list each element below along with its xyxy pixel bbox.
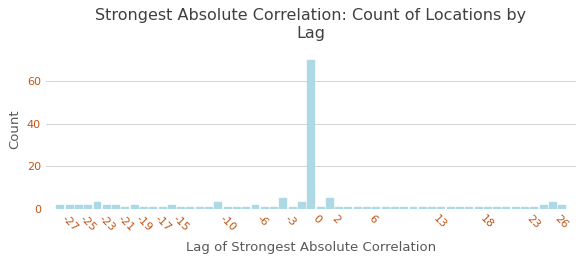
Bar xyxy=(214,203,221,209)
Bar xyxy=(75,205,82,209)
Bar xyxy=(252,205,259,209)
Bar xyxy=(307,59,314,209)
Bar xyxy=(428,207,435,209)
Bar xyxy=(196,207,203,209)
Bar xyxy=(345,207,352,209)
Bar xyxy=(447,207,454,209)
Bar xyxy=(465,207,472,209)
Bar xyxy=(512,207,519,209)
Bar xyxy=(159,207,165,209)
Bar xyxy=(419,207,426,209)
Bar xyxy=(242,207,249,209)
Bar xyxy=(400,207,407,209)
Bar xyxy=(484,207,491,209)
Bar xyxy=(270,207,277,209)
Bar xyxy=(103,205,110,209)
Bar xyxy=(437,207,444,209)
Bar xyxy=(205,207,212,209)
Bar xyxy=(373,207,380,209)
Y-axis label: Count: Count xyxy=(8,109,22,149)
Bar xyxy=(186,207,193,209)
Bar xyxy=(56,205,63,209)
Bar xyxy=(456,207,463,209)
Bar xyxy=(224,207,231,209)
Bar xyxy=(288,207,296,209)
Bar xyxy=(177,207,184,209)
Bar xyxy=(558,205,565,209)
Bar xyxy=(317,207,324,209)
Bar xyxy=(121,207,128,209)
Bar xyxy=(65,205,72,209)
Bar xyxy=(279,198,286,209)
Bar xyxy=(521,207,528,209)
Bar xyxy=(391,207,398,209)
Bar xyxy=(335,207,342,209)
X-axis label: Lag of Strongest Absolute Correlation: Lag of Strongest Absolute Correlation xyxy=(186,241,436,254)
Bar xyxy=(540,205,547,209)
Bar xyxy=(131,205,138,209)
Bar xyxy=(326,198,333,209)
Bar xyxy=(363,207,370,209)
Bar xyxy=(233,207,240,209)
Bar xyxy=(84,205,91,209)
Bar xyxy=(112,205,119,209)
Bar xyxy=(168,205,175,209)
Bar xyxy=(475,207,482,209)
Bar xyxy=(381,207,388,209)
Bar xyxy=(549,203,556,209)
Bar xyxy=(502,207,509,209)
Bar xyxy=(140,207,147,209)
Bar xyxy=(409,207,416,209)
Bar xyxy=(93,203,100,209)
Bar xyxy=(298,203,305,209)
Bar xyxy=(530,207,537,209)
Bar xyxy=(261,207,268,209)
Bar xyxy=(493,207,500,209)
Bar xyxy=(150,207,157,209)
Title: Strongest Absolute Correlation: Count of Locations by
Lag: Strongest Absolute Correlation: Count of… xyxy=(95,8,526,41)
Bar xyxy=(354,207,361,209)
